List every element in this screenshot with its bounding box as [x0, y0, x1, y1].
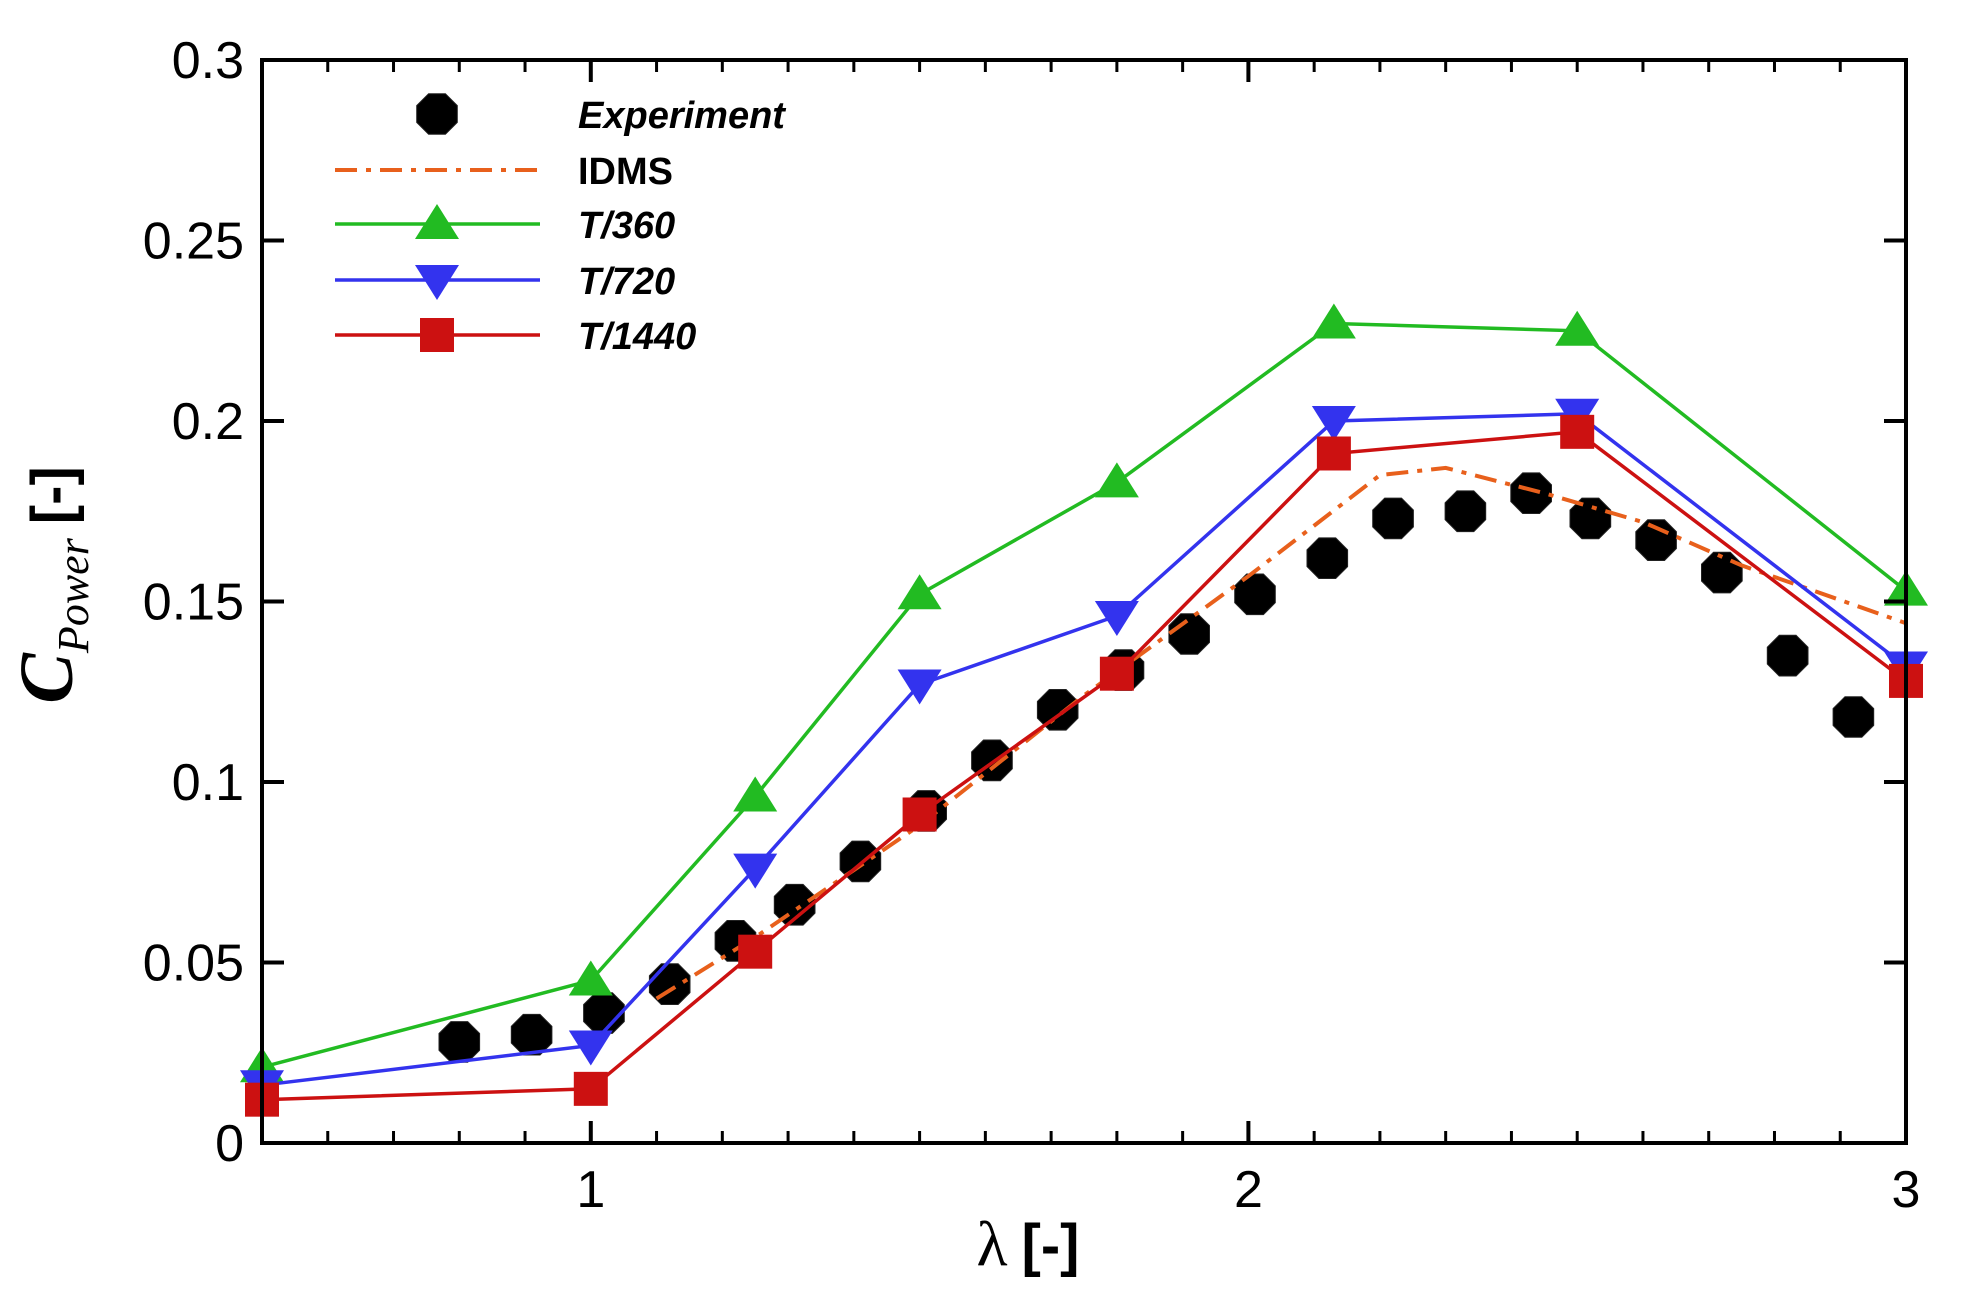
- y-tick-label: 0.25: [143, 213, 244, 271]
- data-point-experiment: [1635, 519, 1677, 561]
- data-point-t-360: [733, 776, 778, 812]
- data-point-experiment: [1510, 472, 1552, 514]
- data-point-experiment: [1168, 613, 1210, 655]
- data-point-experiment: [438, 1021, 481, 1063]
- data-point-t-1440: [1560, 414, 1595, 449]
- data-point-t-720: [1311, 406, 1356, 441]
- legend-marker-t-720: [415, 265, 459, 300]
- y-tick-label: 0.1: [172, 754, 244, 812]
- y-axis-title: CPower [-]: [5, 466, 98, 704]
- x-axis-unit: [-]: [1022, 1213, 1080, 1278]
- x-tick-label: 1: [576, 1161, 605, 1219]
- x-tick-label: 3: [1892, 1161, 1921, 1219]
- data-point-experiment: [1372, 497, 1414, 540]
- data-point-experiment: [1766, 634, 1809, 677]
- plot-background: [262, 60, 1906, 1143]
- series-line-t-720: [261, 412, 1908, 1087]
- legend-label-experiment: Experiment: [578, 95, 786, 137]
- data-point-t-1440: [1099, 656, 1134, 691]
- legend: Experiment IDMS T/360 T/720 T/1440: [335, 93, 786, 358]
- x-axis-title: λ [-]: [977, 1208, 1080, 1279]
- y-axis-subscript: Power: [49, 537, 98, 654]
- data-point-experiment: [583, 992, 625, 1034]
- data-point-experiment: [1444, 490, 1487, 533]
- x-axis-symbol: λ: [977, 1208, 1008, 1279]
- y-tick-label: 0.2: [172, 393, 244, 451]
- legend-marker-t-1440: [420, 318, 454, 352]
- y-tick-label: 0.15: [143, 574, 244, 632]
- series-layer: [240, 303, 1928, 1117]
- series-line-t-360: [261, 321, 1908, 1069]
- legend-label-t-360: T/360: [578, 205, 675, 247]
- data-point-t-1440: [902, 797, 937, 832]
- data-point-t-720: [897, 669, 942, 705]
- y-tick-label: 0: [215, 1115, 244, 1173]
- plot-area: [262, 60, 1906, 1143]
- data-point-t-720: [733, 853, 778, 889]
- x-tick-label: 2: [1234, 1161, 1263, 1219]
- axes-frame: [260, 58, 1908, 1145]
- legend-label-t-720: T/720: [578, 261, 675, 303]
- y-tick-label: 0.3: [172, 32, 244, 90]
- data-point-experiment: [1036, 689, 1079, 731]
- series-line-t-1440: [261, 429, 1908, 1102]
- legend-label-t-1440: T/1440: [578, 316, 696, 358]
- y-tick-label: 0.05: [143, 935, 244, 993]
- data-point-t-720: [1094, 600, 1139, 636]
- data-point-t-720: [568, 1030, 613, 1066]
- data-point-t-1440: [738, 934, 773, 969]
- data-point-experiment: [648, 963, 691, 1005]
- data-point-t-360: [1555, 310, 1600, 346]
- data-point-t-360: [1094, 462, 1139, 498]
- legend-marker-experiment: [416, 93, 458, 135]
- data-point-t-1440: [573, 1071, 608, 1106]
- data-point-t-360: [1311, 303, 1356, 339]
- legend-marker-t-360: [415, 204, 459, 239]
- legend-label-idms: IDMS: [578, 151, 673, 193]
- data-point-t-360: [897, 574, 942, 610]
- y-axis-symbol: C: [5, 652, 89, 704]
- data-point-experiment: [1701, 551, 1743, 594]
- data-point-experiment: [510, 1013, 553, 1056]
- y-axis-unit: [-]: [20, 466, 85, 524]
- data-point-experiment: [1306, 537, 1349, 579]
- data-point-experiment: [1569, 497, 1612, 540]
- data-point-experiment: [1832, 696, 1875, 738]
- data-point-t-1440: [1316, 436, 1351, 471]
- tick-labels: 1 2 3 0 0.05 0.1 0.15 0.2 0.25 0.3: [143, 32, 1921, 1219]
- data-point-t-360: [568, 960, 613, 996]
- data-point-experiment: [1234, 573, 1276, 616]
